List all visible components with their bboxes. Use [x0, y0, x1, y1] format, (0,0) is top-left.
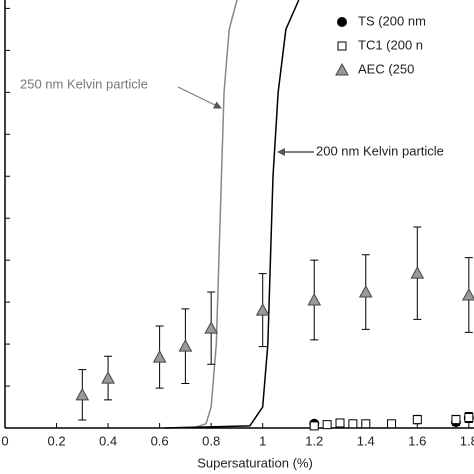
point	[255, 303, 270, 316]
point	[335, 62, 349, 76]
x-axis-label: Supersaturation (%)	[197, 455, 313, 470]
x-tick-label: 0.6	[151, 433, 169, 448]
point	[451, 415, 461, 425]
point	[462, 287, 474, 301]
annotation: 250 nm Kelvin particle	[20, 76, 148, 91]
x-tick-label: 1	[259, 433, 266, 448]
x-tick-label: 0.4	[99, 433, 117, 448]
point	[410, 266, 425, 279]
annotation: 200 nm Kelvin particle	[316, 143, 444, 158]
point	[75, 387, 90, 401]
point	[204, 321, 218, 334]
x-tick-label: 0.8	[202, 433, 220, 448]
kelvin-curve	[164, 0, 300, 429]
point	[322, 420, 332, 430]
point	[464, 413, 474, 423]
point	[337, 17, 347, 27]
point	[387, 419, 397, 429]
x-tick-label: 0.2	[47, 433, 65, 448]
point	[361, 419, 371, 429]
point	[358, 285, 373, 298]
annotation-arrow	[177, 86, 222, 109]
point	[178, 339, 193, 352]
kelvin-curve	[164, 0, 238, 429]
x-tick-label: 1.4	[357, 433, 375, 448]
point	[101, 371, 115, 384]
point	[337, 41, 347, 51]
x-tick-label: 1.2	[305, 433, 323, 448]
legend-label: AEC (250	[358, 61, 414, 76]
x-tick-label: 1.8	[460, 433, 474, 448]
point	[152, 350, 167, 363]
point	[335, 418, 345, 428]
x-tick-label: 0	[1, 433, 8, 448]
legend-label: TC1 (200 n	[358, 37, 423, 52]
legend-label: TS (200 nm	[358, 13, 426, 28]
point	[412, 415, 422, 425]
point	[348, 419, 358, 429]
x-tick-label: 1.6	[408, 433, 426, 448]
point	[309, 421, 319, 431]
point	[307, 292, 322, 306]
